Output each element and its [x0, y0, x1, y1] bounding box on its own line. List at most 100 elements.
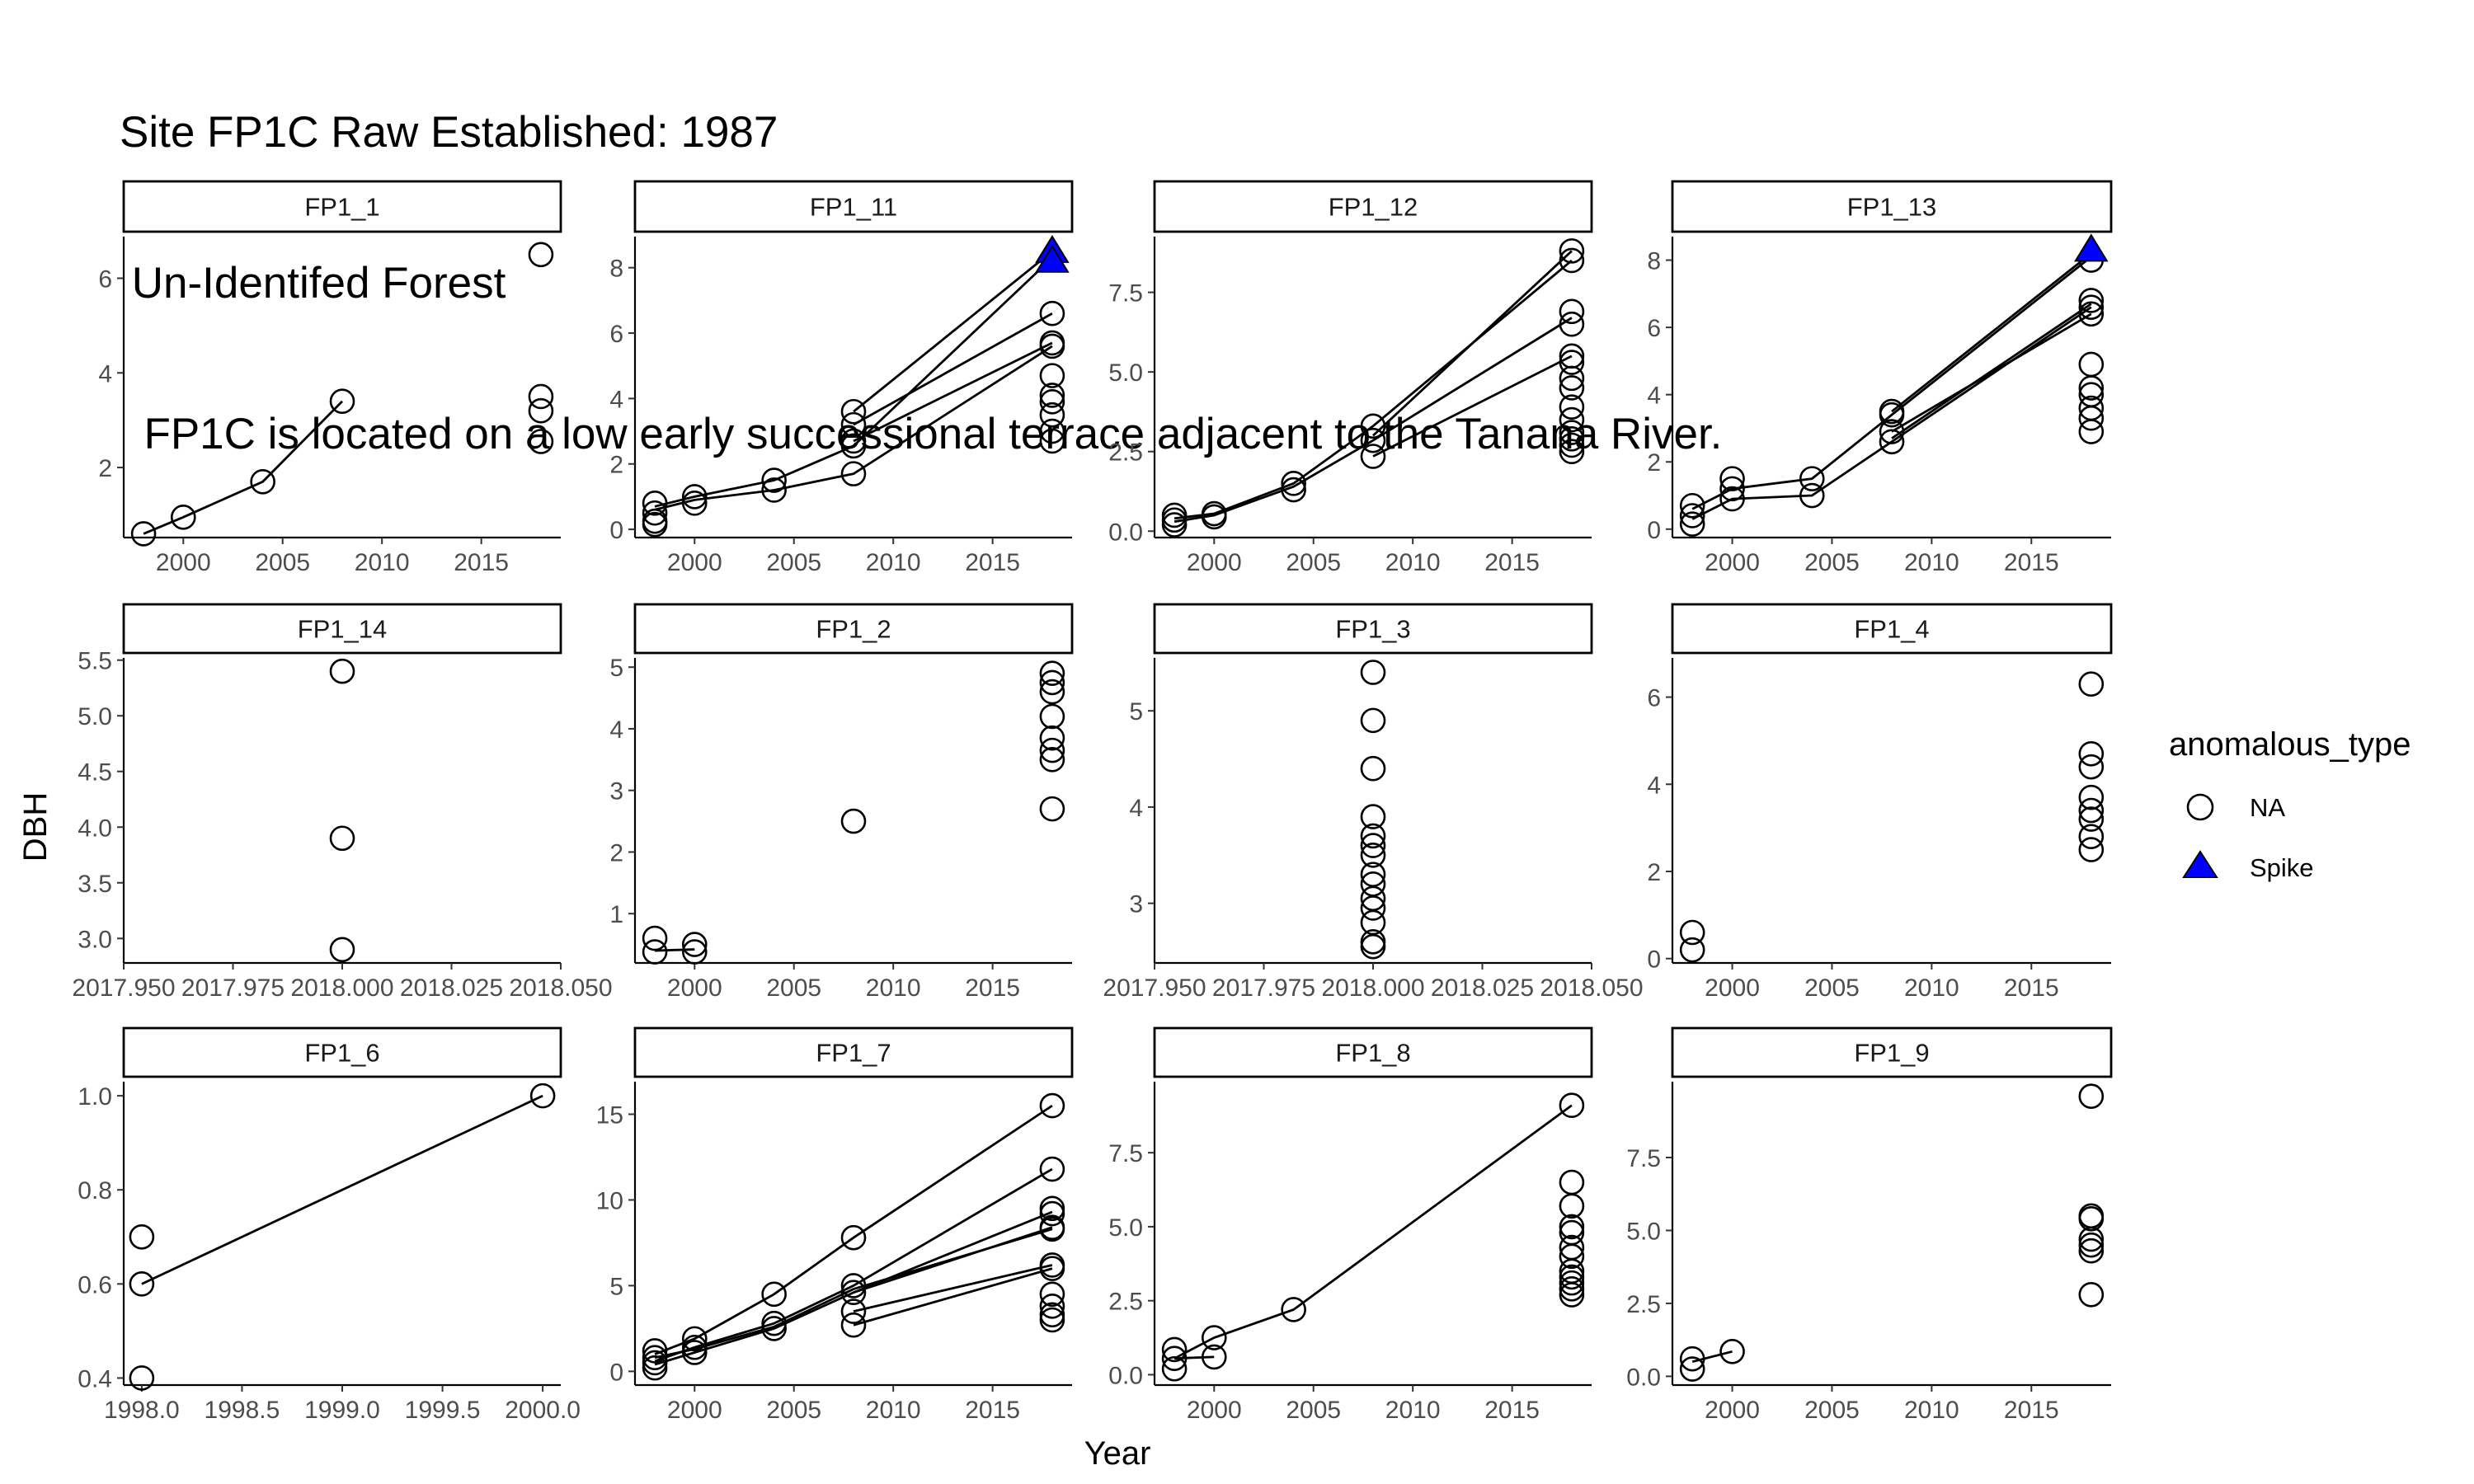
- data-point-na: [2078, 1282, 2105, 1308]
- data-point-na: [1559, 350, 1585, 375]
- x-tick-label: 1999.5: [405, 1397, 481, 1424]
- facet-fp1-6: FP1_6 1998.0 1998.5 1999.0 1999.5 2000.0 0.4 0.…: [78, 1026, 581, 1424]
- x-tick-label: 2000: [1705, 549, 1760, 576]
- data-point-na: [528, 383, 554, 410]
- x-tick-label: 1998.5: [205, 1397, 280, 1424]
- data-point-na: [130, 521, 157, 547]
- data-point-na: [129, 1271, 155, 1297]
- data-point-na: [1039, 737, 1065, 763]
- facet-fp1-13: FP1_13 2000 2005 2010 2015 0 2 4 6 8: [1647, 180, 2113, 576]
- data-point-na: [1039, 418, 1065, 444]
- x-tick-label: 2018.000: [1321, 974, 1424, 1002]
- x-tick-label: 1999.0: [304, 1397, 380, 1424]
- data-point-na: [840, 398, 867, 425]
- x-tick-label: 2010: [866, 549, 921, 576]
- data-point-na: [2078, 740, 2105, 767]
- y-tick-label: 0.0: [1108, 519, 1143, 546]
- legend-label-na: NA: [2250, 793, 2285, 822]
- data-point-na: [1559, 311, 1585, 337]
- data-point-na: [2078, 806, 2105, 832]
- legend-na-circle-icon: [2186, 793, 2214, 821]
- data-point-na: [2078, 837, 2105, 862]
- strip-fp1-9: [1671, 1026, 2113, 1078]
- x-tick-label: 2000: [1705, 974, 1760, 1002]
- data-point-spike: [1035, 244, 1070, 273]
- data-point-na: [1559, 1092, 1585, 1119]
- data-point-na: [1039, 1256, 1065, 1281]
- x-tick-label: 2015: [2004, 974, 2059, 1002]
- data-point-na: [2078, 301, 2105, 327]
- data-point-na: [2078, 351, 2105, 378]
- data-point-na: [681, 939, 708, 965]
- y-tick-label: 2.5: [1108, 439, 1143, 467]
- y-tick-label: 2: [609, 452, 623, 479]
- data-point-na: [840, 411, 867, 438]
- x-tick-label: 2000: [667, 549, 722, 576]
- data-point-na: [1039, 1281, 1065, 1308]
- strip-fp1-4: [1671, 603, 2113, 655]
- x-tick-label: 2010: [866, 1397, 921, 1424]
- data-point-na: [1039, 669, 1065, 696]
- data-point-na: [1360, 933, 1386, 960]
- data-point-na: [642, 925, 668, 951]
- data-point-na: [329, 937, 355, 963]
- data-point-na: [1161, 1336, 1188, 1363]
- data-point-na: [1679, 503, 1705, 528]
- data-point-na: [1559, 1270, 1585, 1296]
- y-tick-label: 5.0: [1626, 1218, 1661, 1245]
- data-point-na: [2078, 294, 2105, 320]
- y-tick-label: 1.0: [78, 1083, 112, 1111]
- strip-label-fp1-9: FP1_9: [1854, 1039, 1929, 1068]
- y-tick-label: 6: [609, 321, 623, 348]
- tree-growth-line: [654, 256, 1053, 508]
- data-point-na: [2078, 419, 2105, 444]
- data-point-na: [1559, 1193, 1585, 1219]
- strip-label-fp1-6: FP1_6: [304, 1039, 379, 1068]
- data-point-na: [1559, 439, 1585, 465]
- y-tick-label: 0.6: [78, 1271, 112, 1298]
- data-point-na: [1559, 298, 1585, 325]
- data-point-na: [1161, 1355, 1188, 1382]
- data-point-spike: [2074, 233, 2109, 262]
- tree-growth-line: [853, 312, 1053, 426]
- y-tick-label: 2.5: [1108, 1289, 1143, 1316]
- legend-title: anomalous_type: [2169, 726, 2411, 763]
- title-line-3: FP1C is located on a low early successio…: [120, 410, 1723, 458]
- tree-growth-line: [654, 1228, 1053, 1360]
- data-point-na: [840, 1312, 867, 1338]
- tree-growth-line: [853, 1264, 1053, 1313]
- x-tick-label: 2015: [965, 974, 1020, 1002]
- data-point-na: [642, 939, 668, 965]
- facet-fp1-3: FP1_3 2017.950 2017.975 2018.000 2018.025 201…: [1103, 603, 1644, 1002]
- data-point-na: [1559, 420, 1585, 445]
- data-point-na: [1201, 1344, 1227, 1370]
- data-point-na: [329, 658, 355, 684]
- y-tick-label: 7.5: [1626, 1145, 1661, 1172]
- data-point-na: [329, 388, 355, 415]
- strip-fp1-13: [1671, 180, 2113, 233]
- tree-growth-line: [853, 250, 1053, 413]
- data-point-na: [129, 1223, 155, 1250]
- x-tick-label: 2000.0: [505, 1397, 581, 1424]
- data-point-na: [840, 808, 867, 834]
- y-tick-label: 4: [609, 386, 623, 413]
- x-tick-label: 2000: [667, 1397, 722, 1424]
- tree-growth-line: [654, 345, 1053, 511]
- tree-growth-line: [655, 948, 695, 952]
- x-tick-label: 2015: [2004, 1397, 2059, 1424]
- y-tick-label: 8: [1647, 248, 1661, 275]
- tree-growth-line: [853, 341, 1053, 443]
- data-point-na: [1360, 413, 1386, 439]
- y-tick-label: 6: [1647, 685, 1661, 712]
- data-point-na: [1679, 919, 1705, 946]
- y-tick-label: 0.0: [1626, 1364, 1661, 1391]
- data-point-na: [840, 1273, 867, 1298]
- data-point-na: [1559, 425, 1585, 452]
- data-point-na: [840, 461, 867, 486]
- data-point-na: [528, 242, 554, 268]
- data-point-na: [1679, 492, 1705, 519]
- data-point-na: [1360, 804, 1386, 829]
- data-point-na: [1039, 796, 1065, 822]
- data-point-na: [1559, 365, 1585, 392]
- data-point-na: [1039, 1195, 1065, 1222]
